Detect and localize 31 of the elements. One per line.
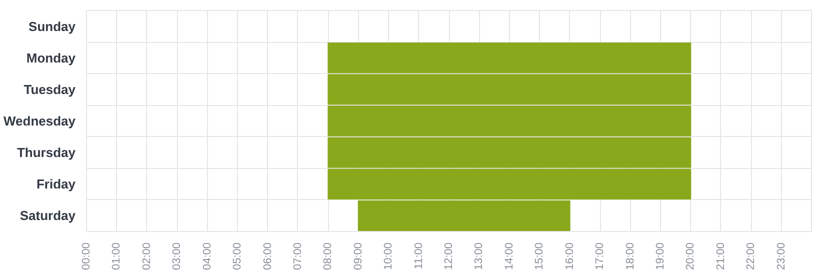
x-tick-label: 19:00 (654, 242, 666, 270)
y-tick-label: Sunday (28, 18, 76, 34)
x-tick-label: 21:00 (714, 242, 727, 270)
x-tick-label: 20:00 (684, 242, 697, 270)
x-tick-label: 02:00 (140, 242, 153, 270)
x-tick-label: 08:00 (322, 242, 334, 270)
y-tick-label: Tuesday (24, 82, 76, 97)
y-tick-label: Monday (26, 50, 76, 66)
x-tick-label: 07:00 (292, 242, 304, 270)
x-tick-label: 04:00 (201, 242, 214, 270)
x-tick-label: 23:00 (775, 242, 788, 270)
x-tick-label: 09:00 (352, 242, 364, 270)
x-tick-label: 03:00 (171, 242, 184, 270)
x-tick-label: 22:00 (745, 242, 758, 270)
x-tick-label: 00:00 (80, 242, 92, 270)
x-tick-label: 12:00 (443, 242, 455, 270)
y-tick-label: Saturday (20, 208, 76, 224)
y-tick-label: Wednesday (3, 114, 76, 128)
x-tick-label: 06:00 (262, 242, 274, 270)
x-tick-label: 05:00 (232, 242, 244, 270)
x-tick-label: 10:00 (382, 242, 395, 270)
x-tick-label: 13:00 (473, 242, 486, 270)
x-tick-label: 16:00 (564, 242, 576, 270)
x-tick-label: 11:00 (412, 242, 425, 270)
y-tick-label: Thursday (16, 145, 76, 160)
x-tick-label: 01:00 (110, 242, 123, 270)
x-tick-label: 15:00 (534, 242, 546, 270)
y-tick-label: Friday (36, 176, 76, 192)
x-tick-label: 14:00 (503, 242, 516, 270)
x-tick-label: 18:00 (624, 242, 636, 270)
x-tick-label: 17:00 (594, 242, 606, 270)
